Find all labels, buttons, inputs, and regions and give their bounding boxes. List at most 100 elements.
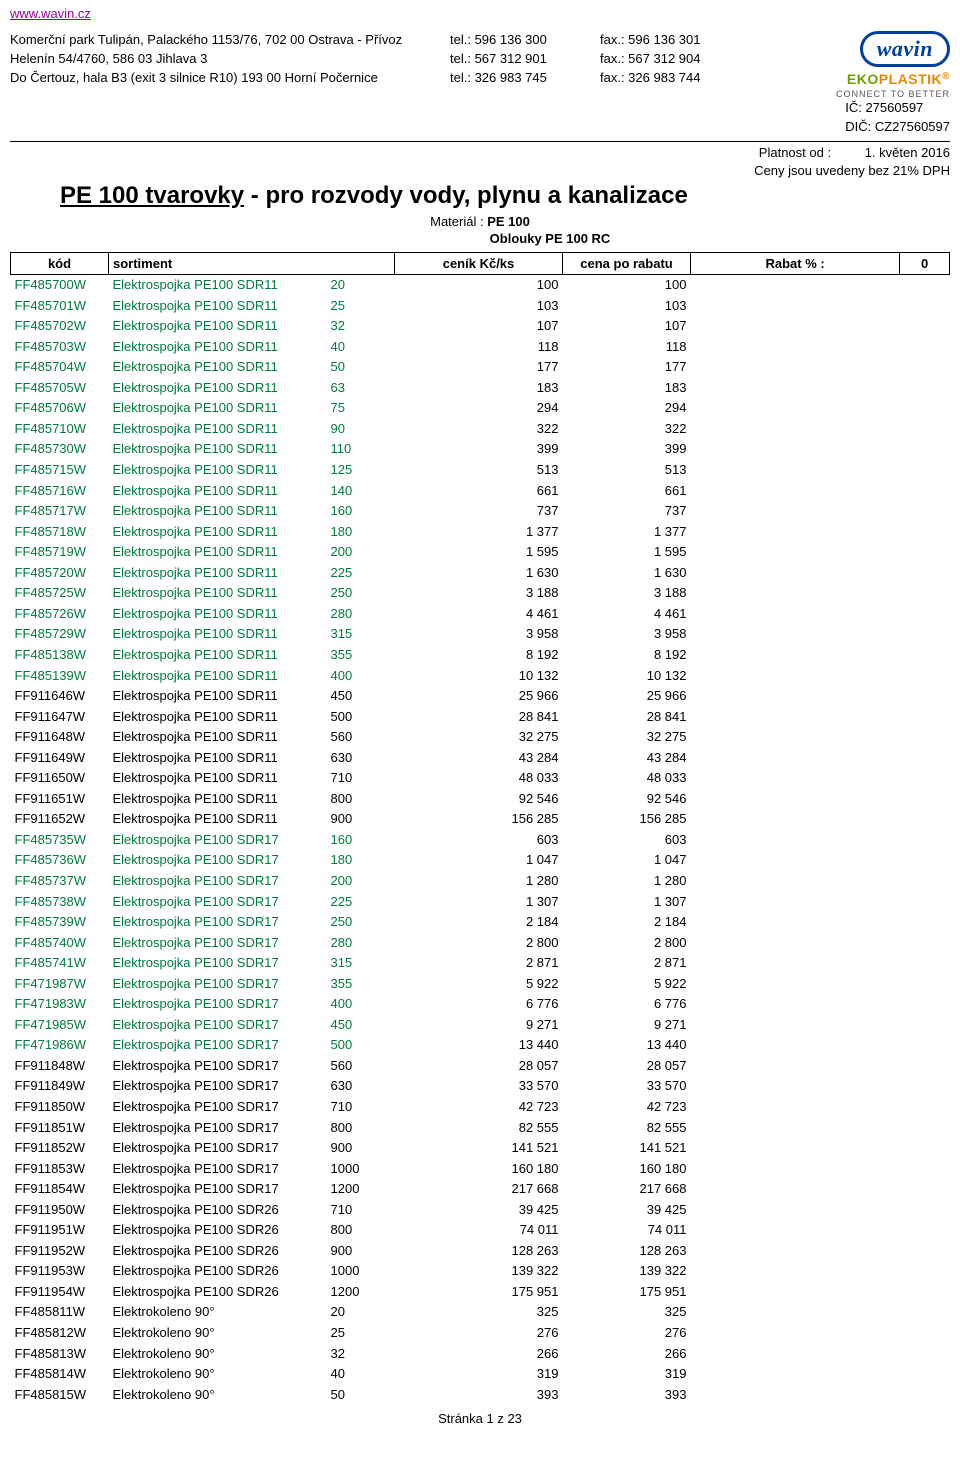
cell-kod: FF911853W xyxy=(11,1158,109,1179)
cell-kod: FF485716W xyxy=(11,480,109,501)
table-row: FF485139WElektrospojka PE100 SDR1140010 … xyxy=(11,665,950,686)
cell-price-rabat: 92 546 xyxy=(563,788,691,809)
table-row: FF485813WElektrokoleno 90°32266266 xyxy=(11,1343,950,1364)
cell-sortiment: Elektrospojka PE100 SDR17 xyxy=(109,891,327,912)
cell-price: 1 630 xyxy=(395,562,563,583)
title-underlined: PE 100 tvarovky xyxy=(60,182,244,209)
cell-sortiment: Elektrospojka PE100 SDR17 xyxy=(109,1096,327,1117)
site-link[interactable]: www.wavin.cz xyxy=(10,6,91,21)
fax-line: fax.: 596 136 301 xyxy=(600,31,750,50)
cell-empty xyxy=(691,891,900,912)
cell-empty xyxy=(900,1240,950,1261)
cell-sortiment: Elektrospojka PE100 SDR17 xyxy=(109,994,327,1015)
cell-price: 74 011 xyxy=(395,1220,563,1241)
cell-empty xyxy=(900,1199,950,1220)
cell-empty xyxy=(900,809,950,830)
cell-dimension: 75 xyxy=(327,398,395,419)
cell-kod: FF471985W xyxy=(11,1014,109,1035)
cell-empty xyxy=(900,1384,950,1405)
cell-sortiment: Elektrospojka PE100 SDR11 xyxy=(109,583,327,604)
cell-kod: FF485717W xyxy=(11,501,109,522)
cell-dimension: 40 xyxy=(327,1364,395,1385)
header-cenik: ceník Kč/ks xyxy=(395,253,563,275)
cell-price-rabat: 325 xyxy=(563,1302,691,1323)
cell-price-rabat: 48 033 xyxy=(563,768,691,789)
cell-empty xyxy=(691,1179,900,1200)
cell-empty xyxy=(691,542,900,563)
table-row: FF911854WElektrospojka PE100 SDR17120021… xyxy=(11,1179,950,1200)
cell-kod: FF911950W xyxy=(11,1199,109,1220)
cell-kod: FF485704W xyxy=(11,357,109,378)
table-row: FF485726WElektrospojka PE100 SDR112804 4… xyxy=(11,603,950,624)
cell-price: 3 188 xyxy=(395,583,563,604)
cell-price-rabat: 266 xyxy=(563,1343,691,1364)
cell-empty xyxy=(900,603,950,624)
cell-price-rabat: 156 285 xyxy=(563,809,691,830)
cell-dimension: 900 xyxy=(327,1138,395,1159)
header-rabat-price: cena po rabatu xyxy=(563,253,691,275)
tel-line: tel.: 326 983 745 xyxy=(450,69,600,88)
cell-dimension: 630 xyxy=(327,1076,395,1097)
address-line: Do Čertouz, hala B3 (exit 3 silnice R10)… xyxy=(10,69,430,88)
cell-empty xyxy=(691,809,900,830)
cell-price: 42 723 xyxy=(395,1096,563,1117)
cell-empty xyxy=(900,357,950,378)
cell-empty xyxy=(691,1323,900,1344)
cell-sortiment: Elektrospojka PE100 SDR11 xyxy=(109,644,327,665)
cell-sortiment: Elektrospojka PE100 SDR11 xyxy=(109,295,327,316)
table-row: FF485703WElektrospojka PE100 SDR11401181… xyxy=(11,336,950,357)
cell-sortiment: Elektrospojka PE100 SDR17 xyxy=(109,1035,327,1056)
table-row: FF911953WElektrospojka PE100 SDR26100013… xyxy=(11,1261,950,1282)
ic-block: IČ: 27560597 DIČ: CZ27560597 xyxy=(845,99,950,137)
cell-dimension: 560 xyxy=(327,727,395,748)
cell-price: 4 461 xyxy=(395,603,563,624)
cell-price: 737 xyxy=(395,501,563,522)
cell-empty xyxy=(900,1281,950,1302)
cell-dimension: 160 xyxy=(327,501,395,522)
cell-empty xyxy=(691,1240,900,1261)
cell-empty xyxy=(691,274,900,295)
connect-to-better: CONNECT TO BETTER xyxy=(750,89,950,99)
cell-empty xyxy=(900,1014,950,1035)
table-row: FF911646WElektrospojka PE100 SDR1145025 … xyxy=(11,686,950,707)
cell-empty xyxy=(900,932,950,953)
cell-empty xyxy=(691,1281,900,1302)
table-row: FF471987WElektrospojka PE100 SDR173555 9… xyxy=(11,973,950,994)
cell-sortiment: Elektrospojka PE100 SDR26 xyxy=(109,1240,327,1261)
table-row: FF485716WElektrospojka PE100 SDR11140661… xyxy=(11,480,950,501)
cell-dimension: 20 xyxy=(327,1302,395,1323)
cell-sortiment: Elektrospojka PE100 SDR26 xyxy=(109,1281,327,1302)
cell-price: 661 xyxy=(395,480,563,501)
cell-empty xyxy=(691,1364,900,1385)
cell-price-rabat: 294 xyxy=(563,398,691,419)
cell-kod: FF485811W xyxy=(11,1302,109,1323)
cell-price: 107 xyxy=(395,316,563,337)
cell-sortiment: Elektrospojka PE100 SDR17 xyxy=(109,1158,327,1179)
table-row: FF485736WElektrospojka PE100 SDR171801 0… xyxy=(11,850,950,871)
cell-kod: FF485735W xyxy=(11,829,109,850)
cell-dimension: 800 xyxy=(327,1220,395,1241)
cell-price-rabat: 13 440 xyxy=(563,1035,691,1056)
cell-kod: FF911951W xyxy=(11,1220,109,1241)
cell-kod: FF485702W xyxy=(11,316,109,337)
cell-empty xyxy=(900,1220,950,1241)
cell-kod: FF911647W xyxy=(11,706,109,727)
cell-price-rabat: 1 280 xyxy=(563,870,691,891)
cell-empty xyxy=(691,1384,900,1405)
cell-empty xyxy=(691,1138,900,1159)
table-row: FF485735WElektrospojka PE100 SDR17160603… xyxy=(11,829,950,850)
cell-empty xyxy=(691,727,900,748)
cell-price: 39 425 xyxy=(395,1199,563,1220)
cell-empty xyxy=(691,295,900,316)
cell-empty xyxy=(691,1014,900,1035)
cell-dimension: 250 xyxy=(327,583,395,604)
cell-empty xyxy=(691,1035,900,1056)
cell-price-rabat: 322 xyxy=(563,418,691,439)
cell-price-rabat: 513 xyxy=(563,460,691,481)
table-body: FF485700WElektrospojka PE100 SDR11201001… xyxy=(11,274,950,1405)
cell-price: 2 871 xyxy=(395,953,563,974)
tel-line: tel.: 596 136 300 xyxy=(450,31,600,50)
cell-empty xyxy=(691,562,900,583)
table-row: FF485719WElektrospojka PE100 SDR112001 5… xyxy=(11,542,950,563)
cell-price: 118 xyxy=(395,336,563,357)
